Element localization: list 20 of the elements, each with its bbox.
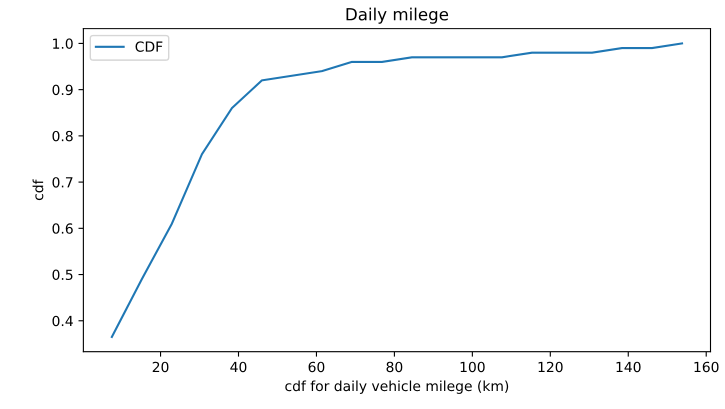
y-axis-title: cdf xyxy=(32,179,44,200)
y-tick-label: 0.6 xyxy=(52,223,73,234)
chart-title: Daily milege xyxy=(346,8,448,24)
y-tick-label: 1.0 xyxy=(53,38,73,49)
x-tick-label: 100 xyxy=(460,362,485,372)
legend-label: CDF xyxy=(136,41,162,52)
y-tick-label: 0.5 xyxy=(52,270,72,280)
x-tick-label: 120 xyxy=(538,362,563,372)
y-tick-label: 0.8 xyxy=(52,130,73,142)
x-tick-label: 20 xyxy=(152,362,168,372)
x-tick-label: 60 xyxy=(308,362,324,372)
x-tick-label: 80 xyxy=(386,362,402,372)
line-series xyxy=(110,42,684,338)
x-tick-label: 40 xyxy=(230,362,246,372)
x-tick-label: 140 xyxy=(616,362,641,372)
x-axis-title: cdf for daily vehicle milege (km) xyxy=(285,380,508,394)
y-tick-label: 0.9 xyxy=(52,84,73,96)
y-tick-label: 0.7 xyxy=(52,177,72,188)
y-tick-label: 0.4 xyxy=(52,316,73,326)
x-tick-label: 160 xyxy=(694,362,719,372)
